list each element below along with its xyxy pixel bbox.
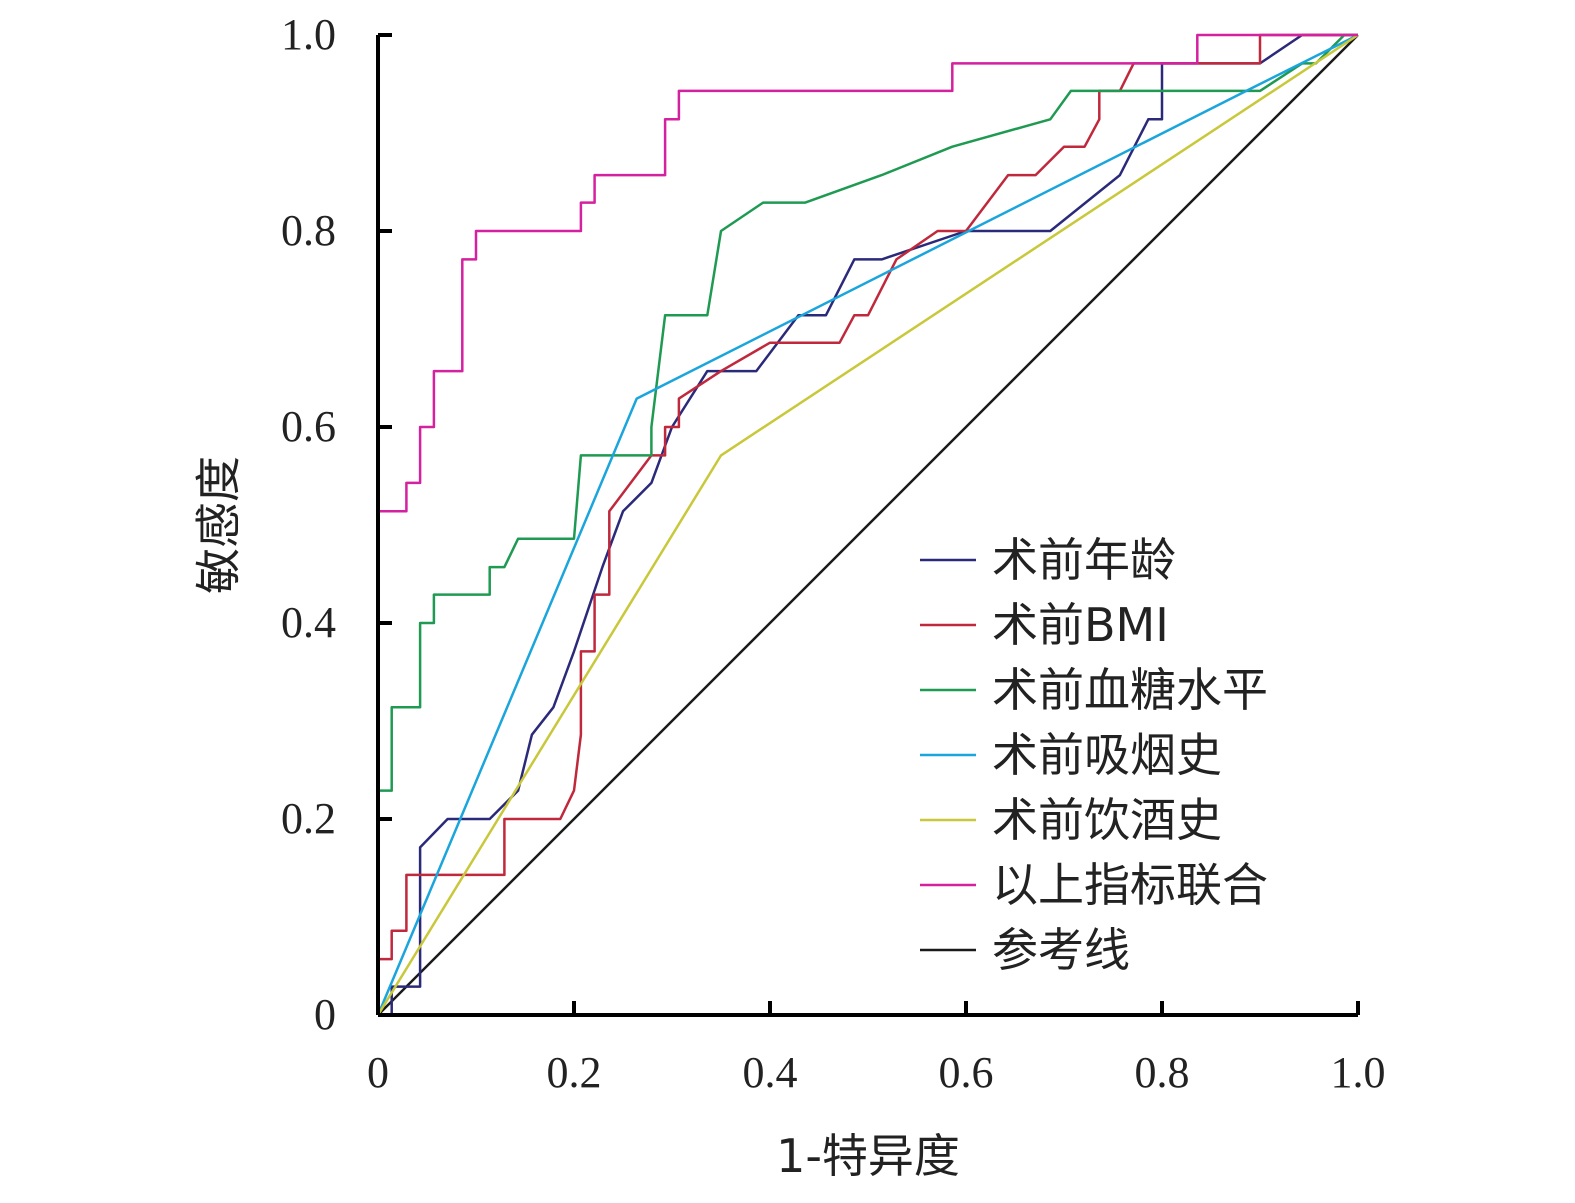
legend-label: 术前年龄 [992, 533, 1176, 587]
x-ticks: 0 0.2 0.4 0.6 0.8 1.0 [367, 1001, 1386, 1097]
x-tick-label: 0.6 [939, 1048, 994, 1097]
x-tick-label: 0.4 [743, 1048, 798, 1097]
y-tick-label: 1.0 [281, 10, 336, 59]
x-axis-title: 1-特异度 [776, 1129, 960, 1183]
legend-label: 术前饮酒史 [992, 793, 1222, 847]
y-tick-label: 0.2 [281, 794, 336, 843]
series-line-1 [376, 33, 1358, 1015]
x-tick-label: 0 [367, 1048, 389, 1097]
legend-label: 术前吸烟史 [992, 728, 1222, 782]
y-tick-label: 0.8 [281, 206, 336, 255]
series-line-0 [378, 33, 1358, 1017]
legend-label: 以上指标联合 [992, 858, 1268, 912]
y-tick-label: 0.4 [281, 598, 336, 647]
y-tick-label: 0 [314, 990, 336, 1039]
legend-label: 参考线 [992, 923, 1130, 977]
series-line-3 [376, 33, 1359, 1016]
x-tick-label: 0.2 [547, 1048, 602, 1097]
legend-label: 术前血糖水平 [992, 663, 1268, 717]
series-line-2 [376, 33, 1358, 1015]
y-ticks: 0 0.2 0.4 0.6 0.8 1.0 [281, 10, 392, 1039]
y-axis-title: 敏感度 [192, 456, 246, 594]
y-tick-label: 0.6 [281, 402, 336, 451]
series-line-5 [376, 33, 1358, 1015]
plot-series [376, 33, 1359, 1017]
legend-label: 术前BMI [992, 598, 1169, 652]
axes [376, 35, 1358, 1017]
series-line-6 [377, 34, 1359, 1016]
x-tick-label: 0.8 [1135, 1048, 1190, 1097]
series-line-4 [376, 33, 1359, 1016]
x-tick-label: 1.0 [1331, 1048, 1386, 1097]
